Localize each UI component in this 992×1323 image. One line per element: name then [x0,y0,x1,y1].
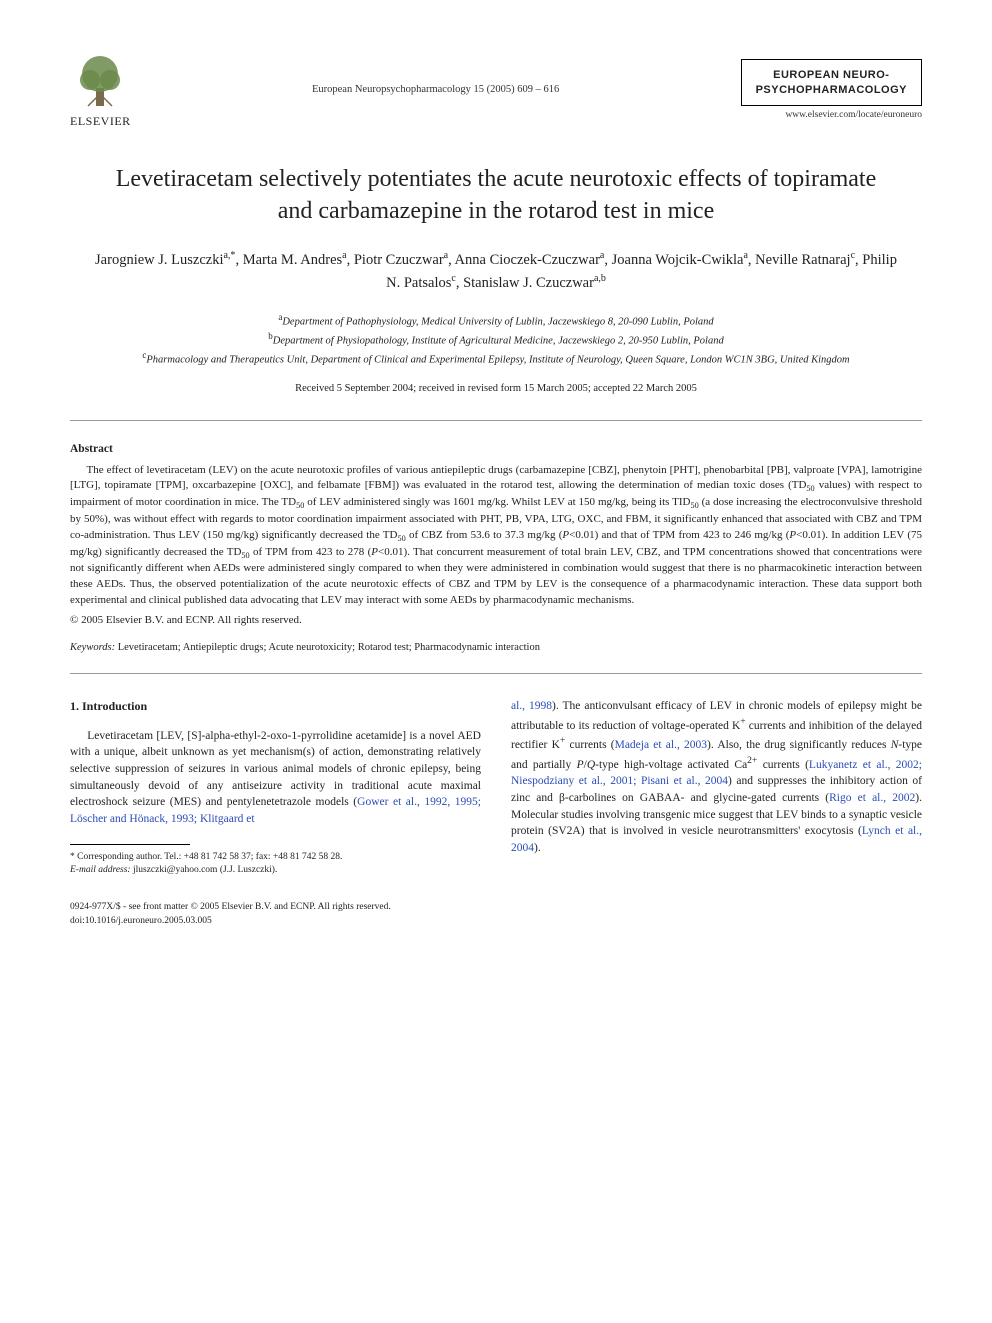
email-footnote: E-mail address: jluszczki@yahoo.com (J.J… [70,864,481,877]
journal-title-box: EUROPEAN NEURO- PSYCHOPHARMACOLOGY [741,59,922,106]
abstract-text: The effect of levetiracetam (LEV) on the… [70,463,922,609]
intro-para-left: Levetiracetam [LEV, [S]-alpha-ethyl-2-ox… [70,728,481,828]
intro-heading: 1. Introduction [70,698,481,715]
abstract-heading: Abstract [70,443,922,455]
body-columns: 1. Introduction Levetiracetam [LEV, [S]-… [70,698,922,877]
elsevier-tree-icon [70,50,130,110]
keywords-label: Keywords: [70,642,115,653]
affiliations: aDepartment of Pathophysiology, Medical … [70,311,922,369]
footer-copyright: 0924-977X/$ - see front matter © 2005 El… [70,901,922,914]
publisher-name: ELSEVIER [70,114,131,129]
divider [70,420,922,421]
affiliation-a: aDepartment of Pathophysiology, Medical … [70,311,922,330]
corresponding-author-footnote: * Corresponding author. Tel.: +48 81 742… [70,851,481,864]
intro-para-right: al., 1998). The anticonvulsant efficacy … [511,698,922,857]
journal-url: www.elsevier.com/locate/euroneuro [741,110,922,120]
abstract-section: Abstract The effect of levetiracetam (LE… [70,443,922,627]
journal-box-wrapper: EUROPEAN NEURO- PSYCHOPHARMACOLOGY www.e… [741,59,922,120]
page-footer: 0924-977X/$ - see front matter © 2005 El… [70,901,922,928]
email-address: jluszczki@yahoo.com (J.J. Luszczki). [131,865,278,875]
article-history: Received 5 September 2004; received in r… [70,383,922,394]
citation-link[interactable]: al., 1998 [511,700,552,712]
author-list: Jarogniew J. Luszczkia,*, Marta M. Andre… [90,248,902,295]
right-column: al., 1998). The anticonvulsant efficacy … [511,698,922,877]
email-label: E-mail address: [70,865,131,875]
citation-line: European Neuropsychopharmacology 15 (200… [131,84,741,95]
citation-link[interactable]: Rigo et al., 2002 [829,792,915,804]
abstract-copyright: © 2005 Elsevier B.V. and ECNP. All right… [70,614,922,626]
footnote-rule [70,844,190,845]
left-column: 1. Introduction Levetiracetam [LEV, [S]-… [70,698,481,877]
keywords-text: Levetiracetam; Antiepileptic drugs; Acut… [115,642,540,653]
keywords-line: Keywords: Levetiracetam; Antiepileptic d… [70,642,922,653]
page-header: ELSEVIER European Neuropsychopharmacolog… [70,50,922,129]
journal-title-line2: PSYCHOPHARMACOLOGY [756,83,907,97]
citation-link[interactable]: Madeja et al., 2003 [615,739,707,751]
article-title: Levetiracetam selectively potentiates th… [110,163,882,228]
affiliation-c: cPharmacology and Therapeutics Unit, Dep… [70,349,922,368]
affiliation-b: bDepartment of Physiopathology, Institut… [70,330,922,349]
publisher-logo: ELSEVIER [70,50,131,129]
footer-doi: doi:10.1016/j.euroneuro.2005.03.005 [70,915,922,928]
journal-title-line1: EUROPEAN NEURO- [756,68,907,82]
divider [70,673,922,674]
